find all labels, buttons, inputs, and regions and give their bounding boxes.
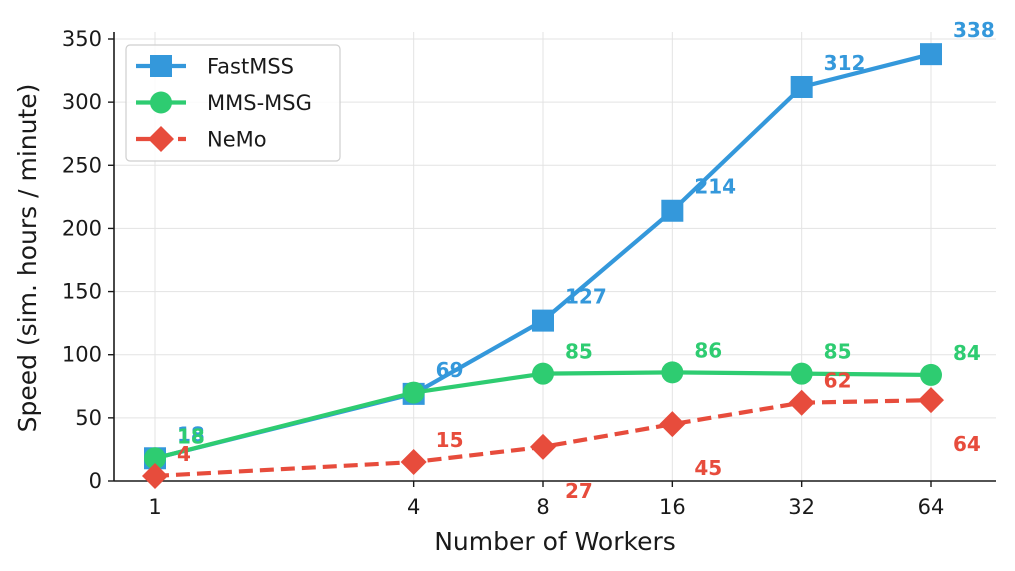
data-label: 27: [565, 479, 593, 503]
series-line: [154, 370, 932, 461]
data-label: 64: [953, 432, 981, 456]
series-mms-msg: [144, 361, 942, 470]
legend-label: MMS-MSG: [207, 91, 312, 115]
x-tick-label: 8: [536, 495, 549, 519]
data-label: 85: [824, 340, 852, 364]
data-point: [532, 362, 554, 385]
data-point: [790, 362, 813, 385]
y-tick-label: 350: [62, 27, 102, 51]
y-tick-label: 50: [75, 406, 102, 430]
y-tick-label: 300: [62, 90, 102, 114]
data-label: 338: [953, 18, 995, 42]
legend-marker: [150, 91, 172, 114]
data-label: 69: [436, 358, 464, 382]
x-axis-title: Number of Workers: [434, 527, 676, 556]
data-label: 127: [565, 285, 607, 309]
data-point: [530, 433, 556, 460]
y-tick-label: 0: [89, 469, 102, 493]
data-label: 214: [694, 175, 736, 199]
x-tick-label: 64: [918, 495, 945, 519]
legend: FastMSS MMS-MSG NeMo: [125, 44, 341, 162]
data-point: [400, 449, 427, 476]
legend-marker: [150, 55, 172, 77]
data-label: 86: [694, 338, 722, 362]
legend-box: [125, 44, 341, 162]
data-label: 85: [565, 340, 593, 364]
y-axis-title: Speed (sim. hours / minute): [13, 84, 42, 433]
data-label: 84: [953, 341, 981, 365]
data-point: [920, 363, 942, 386]
x-tick-label: 16: [659, 495, 686, 519]
series-line: [154, 398, 932, 479]
data-label: 62: [824, 369, 852, 393]
data-point: [918, 387, 944, 414]
data-point: [920, 43, 942, 66]
legend-label: FastMSS: [207, 55, 294, 79]
y-tick-label: 250: [62, 153, 102, 177]
data-point: [659, 411, 686, 438]
series: [142, 43, 944, 489]
data-label: 18: [177, 422, 205, 446]
legend-marker: [148, 126, 174, 152]
x-tick-label: 32: [788, 495, 815, 519]
x-tick-label: 1: [148, 495, 161, 519]
data-label: 312: [824, 51, 866, 75]
y-tick-label: 100: [62, 343, 102, 367]
data-point: [661, 361, 684, 384]
data-point: [532, 309, 554, 332]
grid-lines: [114, 32, 996, 482]
data-point: [142, 462, 168, 489]
legend-label: NeMo: [207, 128, 267, 152]
data-point: [788, 389, 815, 416]
data-point: [661, 199, 684, 222]
data-point: [144, 447, 166, 470]
y-tick-label: 200: [62, 216, 102, 240]
data-label: 45: [694, 456, 722, 480]
data-point: [790, 75, 813, 98]
tick-labels: 1 4 8 16 32 64 0 50 100 150 200 250 300 350: [62, 27, 944, 519]
data-point: [402, 381, 425, 404]
x-tick-label: 4: [407, 495, 420, 519]
y-tick-label: 150: [62, 280, 102, 304]
data-label: 18: [177, 424, 205, 448]
data-label: 4: [177, 442, 191, 466]
axes: [113, 32, 996, 482]
series-nemo: [142, 387, 944, 489]
data-label: 15: [436, 428, 464, 452]
